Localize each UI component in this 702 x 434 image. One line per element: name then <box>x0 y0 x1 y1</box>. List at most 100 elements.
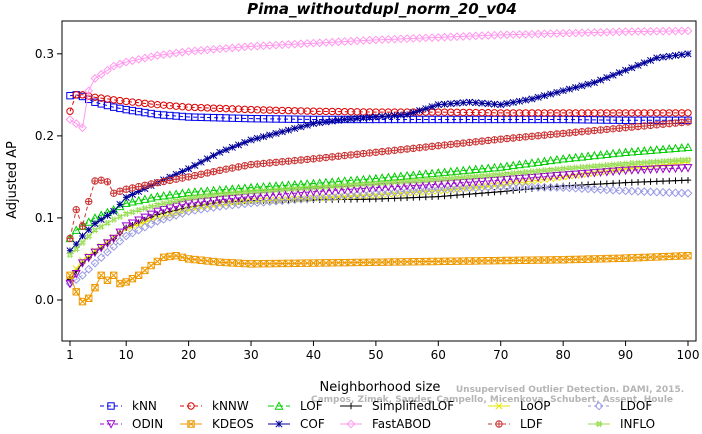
data-point-simplifiedlof <box>628 179 636 186</box>
data-point-ldof <box>346 190 356 200</box>
data-point-inflo <box>628 160 636 167</box>
data-point-ldf <box>397 146 405 153</box>
data-point-odin <box>596 168 606 178</box>
data-point-lof <box>633 146 643 155</box>
data-point-ldof <box>471 183 481 193</box>
data-point-lof <box>146 193 156 202</box>
data-point-cof <box>590 78 598 87</box>
data-point-inflo <box>666 157 673 165</box>
data-point-ldf <box>597 126 604 134</box>
data-point-inflo <box>503 170 511 178</box>
data-point-fastabod <box>277 40 287 50</box>
series-fastabod <box>65 26 693 133</box>
legend-marker <box>275 420 283 428</box>
data-point-odin <box>558 171 568 181</box>
data-point-inflo <box>460 174 467 181</box>
data-point-ldf <box>410 145 417 152</box>
data-point-odin <box>508 175 518 184</box>
data-point-lof <box>577 152 587 161</box>
data-point-odin <box>446 179 456 189</box>
data-point-lof <box>539 156 549 166</box>
data-point-odin <box>196 198 206 207</box>
data-point-inflo <box>478 172 486 180</box>
data-point-fastabod <box>490 30 499 40</box>
data-point-inflo <box>122 210 130 218</box>
data-point-inflo <box>641 159 648 166</box>
data-point-ldf <box>378 148 386 155</box>
data-point-odin <box>477 177 487 187</box>
data-point-fastabod <box>259 41 268 51</box>
data-point-ldof <box>490 182 499 192</box>
legend-item-odin: ODIN <box>100 417 163 431</box>
data-point-odin <box>121 222 131 231</box>
data-point-lof <box>508 160 518 170</box>
data-point-ldf <box>647 122 654 129</box>
data-point-odin <box>234 194 244 203</box>
data-point-odin <box>96 244 106 253</box>
data-point-fastabod <box>421 33 431 43</box>
data-point-ldof <box>265 197 275 207</box>
data-point-kdeos <box>116 279 124 288</box>
data-point-ldof <box>508 182 518 192</box>
data-point-inflo <box>622 160 629 167</box>
data-point-simplifiedlof <box>353 196 361 203</box>
data-point-ldof <box>358 189 368 199</box>
data-point-inflo <box>453 174 461 182</box>
data-point-inflo <box>272 186 280 194</box>
data-point-odin <box>683 164 693 173</box>
data-point-inflo <box>547 166 554 174</box>
data-point-fastabod <box>90 74 100 83</box>
data-point-fastabod <box>652 26 662 36</box>
data-point-inflo <box>672 157 679 164</box>
data-point-cof <box>584 80 592 88</box>
data-point-ldf <box>197 171 205 178</box>
data-point-fastabod <box>458 32 468 41</box>
data-point-lof <box>390 172 400 181</box>
legend-label: COF <box>300 417 325 431</box>
data-point-cof <box>403 110 411 119</box>
legend-marker <box>495 402 503 410</box>
data-point-loop <box>490 182 499 190</box>
data-point-ldf <box>260 160 267 167</box>
data-point-ldof <box>259 197 268 207</box>
data-point-inflo <box>372 180 380 187</box>
data-point-ldof <box>427 185 437 195</box>
data-point-cof <box>640 59 648 67</box>
data-point-odin <box>71 270 81 279</box>
data-point-fastabod <box>271 40 281 50</box>
data-point-lof <box>602 149 612 158</box>
data-point-lof <box>415 169 425 179</box>
legend-item-cof: COF <box>268 417 325 431</box>
legend-item-lof: LOF <box>268 399 323 413</box>
data-point-inflo <box>647 158 654 166</box>
data-point-ldof <box>140 222 150 232</box>
data-point-ldf <box>166 177 174 184</box>
data-point-ldf <box>541 131 548 139</box>
data-point-odin <box>90 248 100 258</box>
data-point-inflo <box>422 176 430 184</box>
data-point-ldof <box>496 182 506 192</box>
data-point-ldf <box>416 144 423 151</box>
data-point-odin <box>608 167 618 177</box>
data-point-ldof <box>296 194 306 204</box>
data-point-lof <box>546 155 556 165</box>
data-point-ldof <box>515 182 524 192</box>
data-point-inflo <box>516 169 523 176</box>
data-point-odin <box>227 194 237 204</box>
data-point-ldof <box>415 186 424 195</box>
data-point-lof <box>165 190 175 199</box>
data-point-ldof <box>159 214 169 224</box>
data-point-inflo <box>216 190 224 198</box>
data-point-cof <box>653 54 661 62</box>
data-point-fastabod <box>621 27 630 37</box>
legend-label: KDEOS <box>212 417 254 431</box>
data-point-ldf <box>534 132 542 139</box>
data-point-fastabod <box>658 26 668 36</box>
data-point-kdeos <box>178 253 187 262</box>
legend-label: LoOP <box>520 399 551 413</box>
data-point-lof <box>433 168 443 177</box>
data-point-simplifiedlof <box>591 181 598 188</box>
data-point-cof <box>646 56 655 64</box>
data-point-ldof <box>402 186 412 196</box>
data-point-inflo <box>385 179 392 186</box>
